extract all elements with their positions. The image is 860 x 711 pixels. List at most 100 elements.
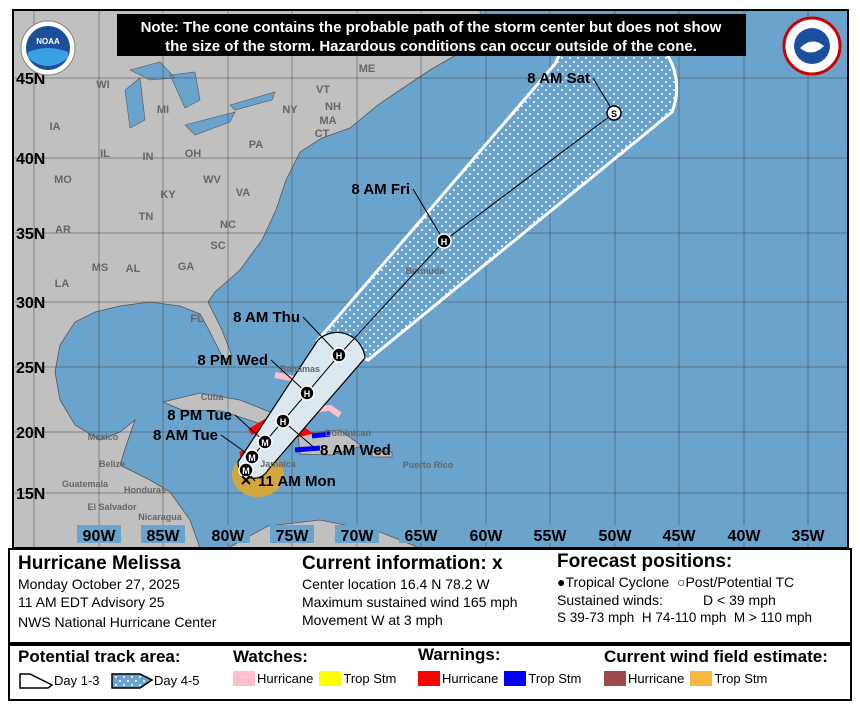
- puerto-rico: [371, 451, 393, 458]
- lat-label: 45N: [16, 71, 45, 88]
- place-label: El Salvador: [87, 502, 137, 512]
- ts-warning-swatch: [504, 671, 527, 686]
- place-label: PA: [249, 139, 264, 151]
- intensity-symbol: S: [611, 109, 617, 119]
- place-label: LA: [55, 278, 70, 290]
- forecast-position-h: [436, 233, 452, 249]
- wind-field-title: Current wind field estimate:: [604, 647, 828, 666]
- place-label: IA: [50, 121, 61, 133]
- track-leader-line: [270, 359, 308, 394]
- intensity-symbol: M: [248, 453, 256, 463]
- place-label: FL: [190, 313, 204, 325]
- intensity-symbol: H: [304, 389, 311, 399]
- current-position-x-icon: [241, 475, 251, 485]
- movement: Movement W at 3 mph: [302, 612, 443, 628]
- post-tc-circle-icon: ○: [677, 574, 686, 590]
- lat-label: 40N: [16, 151, 45, 168]
- lon-label: 65W: [405, 528, 439, 545]
- lat-label: 20N: [16, 425, 45, 442]
- lat-label: 15N: [16, 486, 45, 503]
- place-label: Dominican: [325, 428, 371, 438]
- lon-label: 85W: [147, 528, 181, 545]
- current-info-title: Current information: x: [302, 553, 503, 574]
- info-panel: [8, 548, 852, 644]
- noaa-logo: NOAA: [20, 20, 76, 76]
- place-label: Mexico: [88, 432, 119, 442]
- post-tc-label: Post/Potential TC: [685, 574, 795, 590]
- place-label: IL: [100, 148, 110, 160]
- lon-label: 75W: [276, 528, 310, 545]
- day-1-3-label: Day 1-3: [54, 672, 100, 688]
- lon-label: 60W: [470, 528, 504, 545]
- place-label: OH: [185, 148, 202, 160]
- forecast-position-s: [606, 105, 622, 121]
- track-time-label: 8 PM Tue: [167, 407, 232, 424]
- place-label: GA: [178, 261, 195, 273]
- lon-label: 90W: [83, 528, 117, 545]
- place-label: TN: [139, 211, 154, 223]
- place-label: VA: [236, 187, 251, 199]
- day-1-3-cone-icon: [19, 673, 54, 689]
- place-label: Bermuda: [405, 266, 445, 276]
- lon-label: 45W: [663, 528, 697, 545]
- place-label: AL: [126, 263, 141, 275]
- hurricane-watch-label: Hurricane: [257, 671, 314, 686]
- track-time-label: 8 PM Wed: [197, 352, 268, 369]
- track-leader-line: [412, 188, 445, 242]
- place-label: Bahamas: [280, 364, 320, 374]
- intensity-symbol: M: [261, 438, 269, 448]
- place-label: NY: [282, 104, 298, 116]
- intensity-symbol: H: [441, 237, 448, 247]
- day-4-5-cone-icon: [111, 673, 154, 689]
- place-label: Honduras: [124, 485, 166, 495]
- warnings-title: Warnings:: [418, 645, 501, 664]
- ts-wind-swatch: [690, 671, 713, 686]
- place-label: WV: [203, 174, 221, 186]
- forecast-position-h: [331, 347, 347, 363]
- sustained-label: Sustained winds:: [557, 592, 663, 608]
- forecast-position-h: [299, 385, 315, 401]
- place-label: Jamaica: [260, 459, 297, 469]
- track-time-label: 8 AM Sat: [527, 70, 590, 87]
- advisory-number: 11 AM EDT Advisory 25: [18, 594, 165, 610]
- place-label: MA: [319, 115, 336, 127]
- forecast-position-m: [238, 462, 254, 478]
- hurricane-warning-label: Hurricane: [442, 671, 499, 686]
- nws-logo: [782, 16, 842, 76]
- lon-label: 55W: [534, 528, 568, 545]
- tc-dot-icon: ●: [557, 574, 566, 590]
- lon-label: 70W: [341, 528, 375, 545]
- place-label: IN: [143, 151, 154, 163]
- place-label: MS: [92, 262, 109, 274]
- place-label: MO: [54, 174, 72, 186]
- place-label: Cuba: [201, 392, 224, 402]
- place-label: VT: [316, 84, 330, 96]
- lon-label: 80W: [212, 528, 246, 545]
- hurricane-wind-swatch: [604, 671, 626, 686]
- place-label: Nicaragua: [138, 512, 183, 522]
- intensity-symbol: M: [242, 466, 250, 476]
- day-4-5-label: Day 4-5: [153, 672, 200, 688]
- graticule: [13, 10, 848, 548]
- place-label: NC: [220, 219, 236, 231]
- intensity-symbol: H: [336, 351, 343, 361]
- wind-m: M > 110 mph: [733, 610, 813, 625]
- tc-label: Tropical Cyclone: [565, 574, 670, 590]
- place-label: ME: [359, 63, 376, 75]
- lon-label: 40W: [728, 528, 762, 545]
- place-label: SC: [210, 240, 225, 252]
- ts-warning-area: [294, 431, 331, 453]
- ts-watch-swatch: [319, 671, 342, 686]
- place-label: Belize: [99, 459, 125, 469]
- note-line-1: Note: The cone contains the probable pat…: [141, 19, 722, 36]
- watches-title: Watches:: [233, 647, 308, 666]
- track-time-label: 11 AM Mon: [258, 473, 336, 490]
- track-time-label: 8 AM Tue: [153, 427, 218, 444]
- ts-warning-label: Trop Stm: [528, 671, 582, 686]
- hurricane-watch-swatch: [233, 671, 255, 686]
- place-label: Guatemala: [62, 479, 109, 489]
- wind-d: D < 39 mph: [703, 592, 776, 608]
- place-label: AR: [55, 224, 71, 236]
- forecast-position-m: [257, 434, 273, 450]
